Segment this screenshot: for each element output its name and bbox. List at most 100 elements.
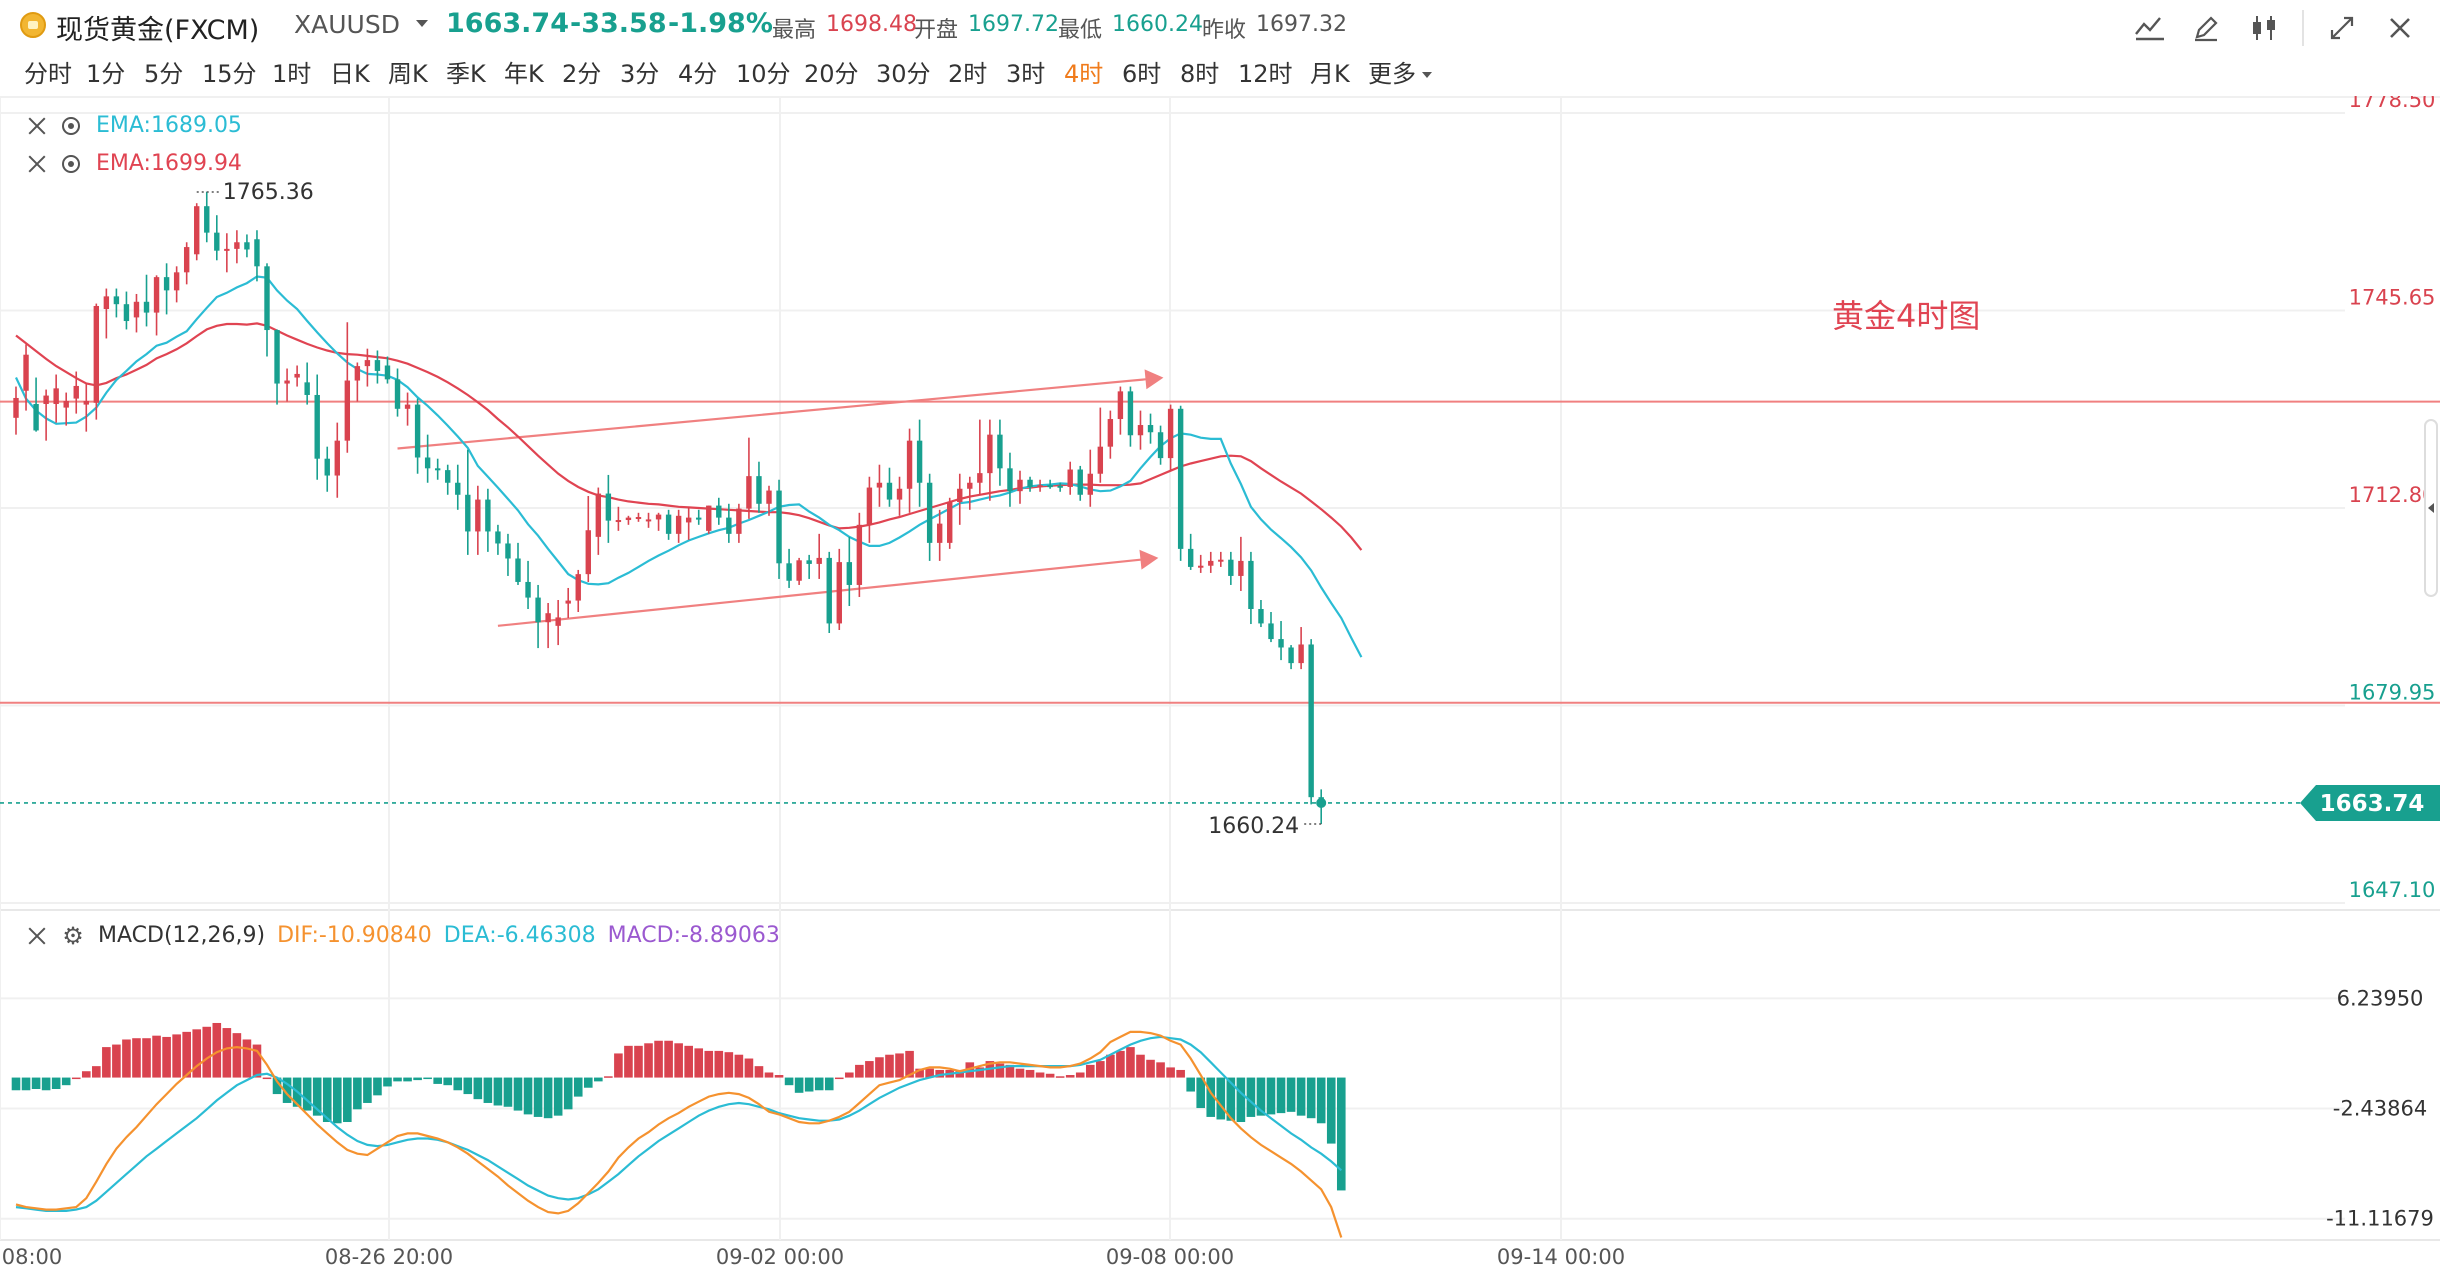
macd-histogram-bar	[1136, 1054, 1145, 1078]
period-22[interactable]: 更多	[1368, 54, 1432, 89]
period-0[interactable]: 分时	[24, 60, 72, 88]
symbol-dropdown-icon[interactable]	[416, 20, 428, 27]
ema-fast-legend: EMA:1689.05	[26, 113, 242, 138]
macd-histogram-bar	[423, 1077, 432, 1080]
candle	[434, 458, 441, 480]
candle	[424, 434, 431, 483]
macd-histogram-bar	[895, 1053, 904, 1078]
macd-histogram-bar	[373, 1077, 382, 1096]
period-1[interactable]: 1分	[86, 60, 126, 88]
macd-histogram-bar	[1296, 1077, 1306, 1116]
macd-histogram-bar	[343, 1077, 352, 1123]
candle	[33, 377, 39, 432]
candle	[585, 495, 591, 582]
candle-body	[244, 242, 250, 250]
instrument-symbol[interactable]: XAUUSD	[294, 10, 400, 39]
period-3[interactable]: 15分	[202, 60, 257, 88]
instrument-name[interactable]: 现货黄金(FXCM)	[56, 15, 260, 46]
candle	[1007, 452, 1013, 507]
fullscreen-icon[interactable]	[2322, 8, 2362, 48]
period-19[interactable]: 8时	[1180, 60, 1220, 88]
candle	[1298, 627, 1304, 670]
macd-histogram-bar	[664, 1040, 673, 1078]
candle-body	[1288, 647, 1294, 664]
macd-histogram-bar	[132, 1038, 141, 1078]
candle	[234, 230, 240, 264]
visibility-icon[interactable]	[62, 116, 80, 135]
candle-body	[1208, 560, 1214, 566]
candle-type-icon[interactable]	[2244, 8, 2284, 48]
period-10[interactable]: 3分	[620, 60, 660, 88]
macd-histogram-bar	[955, 1069, 965, 1078]
time-axis-tick: 09-02 00:00	[716, 1245, 844, 1269]
macd-histogram-bar	[61, 1077, 71, 1086]
period-2[interactable]: 5分	[144, 60, 184, 88]
candle-body	[364, 360, 371, 367]
candle	[977, 419, 983, 495]
period-18[interactable]: 6时	[1122, 60, 1162, 88]
candle-body	[1218, 559, 1224, 562]
period-21[interactable]: 月K	[1310, 60, 1350, 88]
draw-pen-icon[interactable]	[2186, 8, 2226, 48]
period-11[interactable]: 4分	[678, 60, 718, 88]
macd-histogram-bar	[1226, 1077, 1236, 1121]
period-15[interactable]: 2时	[948, 60, 988, 88]
period-5[interactable]: 日K	[330, 60, 370, 88]
period-8[interactable]: 年K	[504, 60, 544, 88]
price-axis-tick: 1778.50	[2349, 96, 2436, 112]
candle	[153, 275, 160, 336]
candle	[284, 368, 290, 402]
price-chart[interactable]: 1778.50 1745.65 1712.80 1679.95 1647.10 08:00…	[0, 96, 2440, 1282]
candle	[133, 293, 140, 333]
macd-histogram-bar	[282, 1077, 292, 1103]
remove-indicator-icon[interactable]	[26, 115, 48, 137]
candle-body	[53, 388, 59, 404]
open-label: 开盘	[914, 18, 959, 43]
macd-histogram-bar	[1055, 1076, 1065, 1078]
candle-body	[1047, 485, 1053, 488]
macd-histogram-bar	[202, 1026, 212, 1078]
period-17[interactable]: 4时	[1064, 60, 1104, 88]
more-dropdown-icon[interactable]	[1422, 72, 1432, 78]
candle	[1248, 551, 1254, 625]
period-4[interactable]: 1时	[272, 60, 312, 88]
candle-body	[1017, 479, 1023, 492]
close-icon[interactable]	[2380, 8, 2420, 48]
macd-histogram-bar	[112, 1044, 121, 1078]
remove-indicator-icon[interactable]	[26, 153, 48, 175]
macd-histogram-bar	[604, 1076, 613, 1078]
last-price: 1663.74	[446, 8, 569, 39]
period-12[interactable]: 10分	[736, 60, 791, 88]
candle	[244, 234, 250, 258]
candle-body	[1167, 408, 1174, 459]
visibility-icon[interactable]	[62, 154, 80, 173]
last-price-dot	[1316, 797, 1327, 808]
macd-histogram-bar	[644, 1043, 653, 1078]
period-9[interactable]: 2分	[562, 60, 602, 88]
candle	[1027, 476, 1033, 492]
macd-histogram-bar	[594, 1077, 603, 1082]
candle	[866, 476, 873, 543]
candle	[515, 542, 521, 585]
line-style-icon[interactable]	[2130, 8, 2170, 48]
candle-body	[826, 557, 832, 624]
settings-gear-icon[interactable]: ⚙	[62, 921, 84, 950]
period-20[interactable]: 12时	[1238, 60, 1293, 88]
candle	[816, 533, 822, 579]
period-6[interactable]: 周K	[388, 60, 428, 88]
remove-indicator-icon[interactable]	[26, 925, 48, 947]
macd-histogram-bar	[1286, 1077, 1296, 1112]
macd-histogram-bar	[1126, 1047, 1135, 1078]
period-14[interactable]: 30分	[876, 60, 931, 88]
macd-histogram-bar	[332, 1077, 342, 1124]
macd-histogram-bar	[935, 1069, 944, 1078]
candle-body	[254, 239, 260, 267]
period-13[interactable]: 20分	[804, 60, 859, 88]
candle	[394, 368, 401, 417]
macd-histogram-bar	[975, 1067, 985, 1078]
macd-histogram-bar	[383, 1077, 392, 1087]
period-7[interactable]: 季K	[446, 60, 486, 88]
macd-histogram-bar	[1236, 1077, 1246, 1123]
period-16[interactable]: 3时	[1006, 60, 1046, 88]
macd-histogram-bar	[1206, 1077, 1216, 1117]
